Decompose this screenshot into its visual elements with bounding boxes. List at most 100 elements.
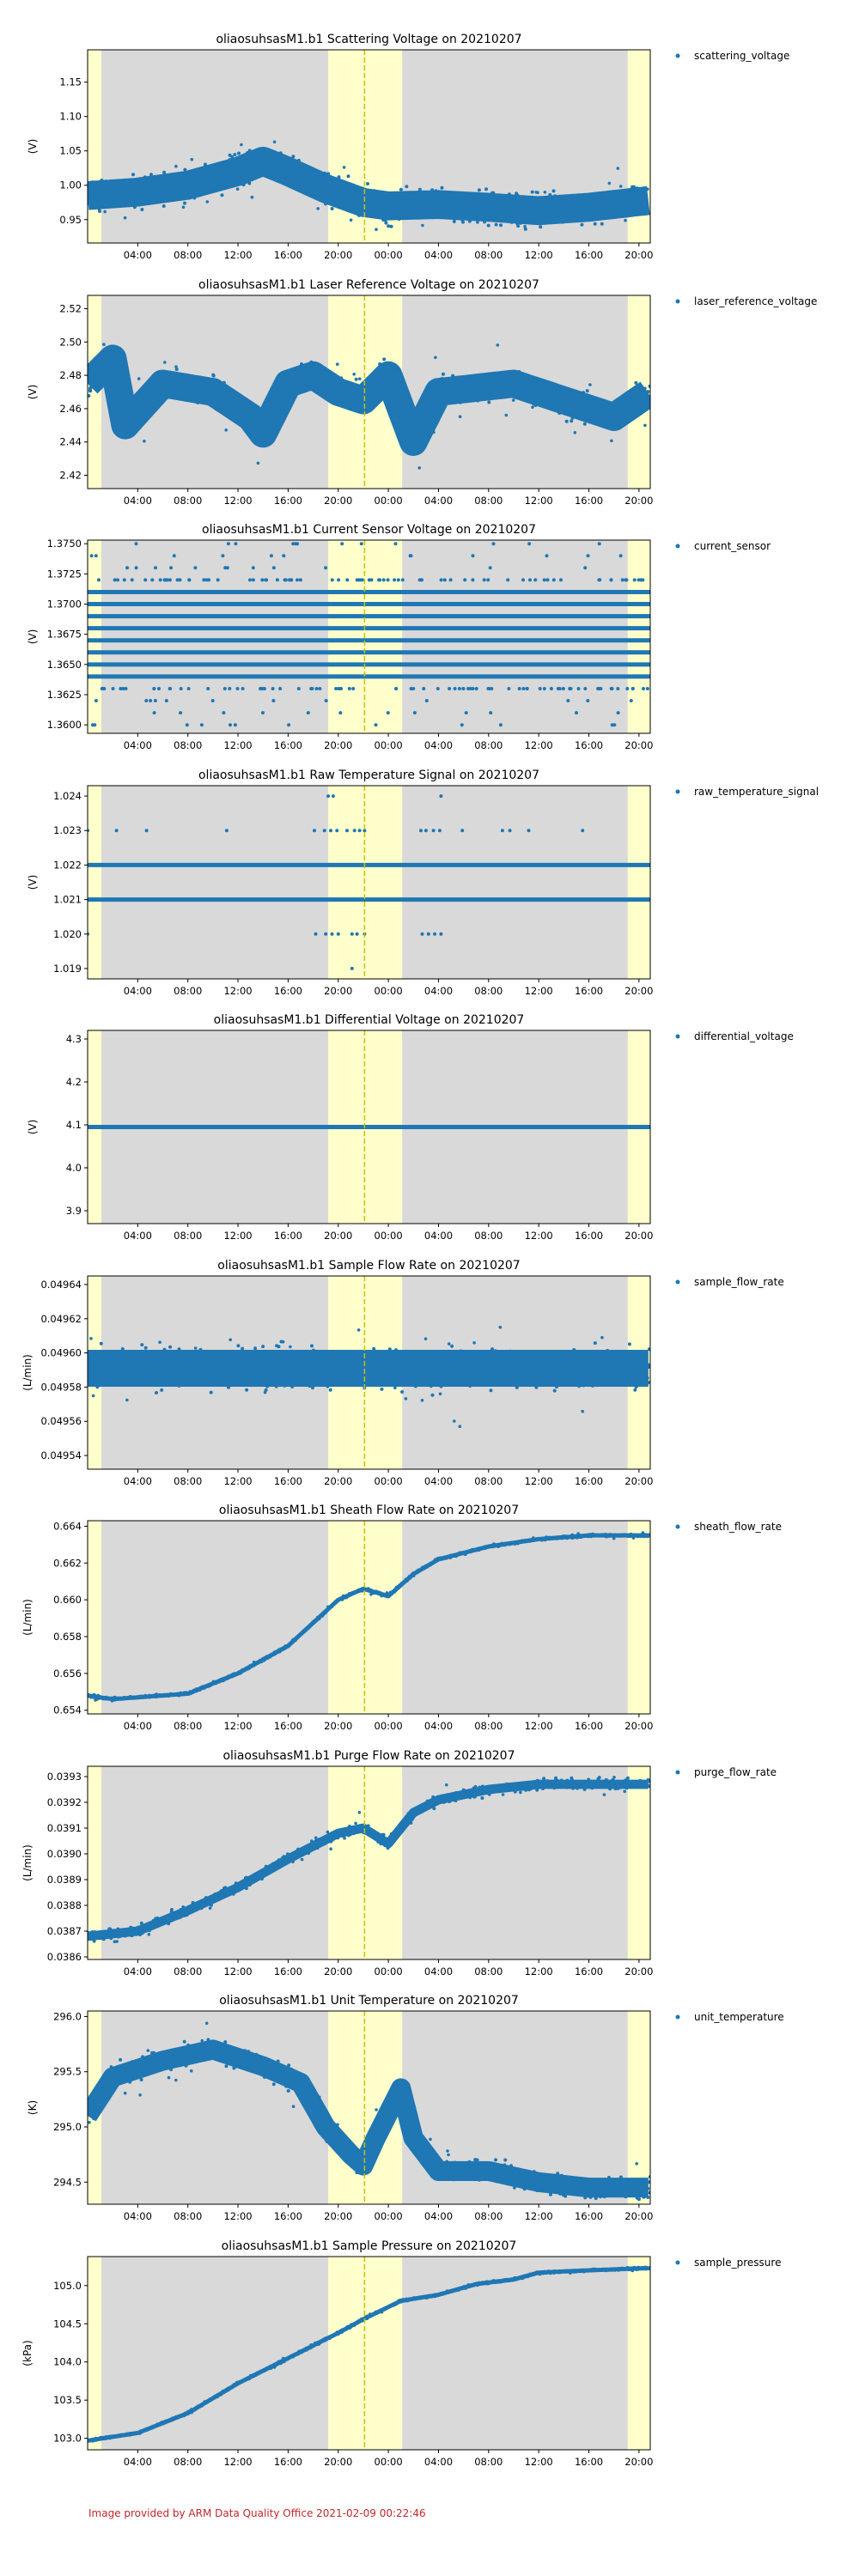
data-point <box>134 542 138 546</box>
data-point <box>533 578 538 582</box>
data-point <box>157 687 161 690</box>
data-point <box>491 542 496 546</box>
data-point <box>448 578 453 582</box>
data-point <box>172 554 176 558</box>
data-point <box>140 208 144 211</box>
data-point <box>648 384 650 388</box>
data-point <box>291 542 295 546</box>
data-point <box>585 388 589 392</box>
data-point <box>139 2078 143 2081</box>
data-point <box>158 1340 161 1344</box>
data-point <box>458 1424 462 1428</box>
chart-title: oliaosuhsasM1.b1 Sample Flow Rate on 202… <box>217 1259 520 1273</box>
data-point <box>466 687 470 690</box>
x-tick-label: 20:00 <box>324 1475 352 1487</box>
data-point <box>472 1340 476 1345</box>
legend-label: differential_voltage <box>694 1030 794 1042</box>
data-point <box>185 723 189 727</box>
x-tick-label: 20:00 <box>624 1965 653 1978</box>
x-tick-label: 20:00 <box>324 249 352 261</box>
plot-frame <box>87 539 651 734</box>
x-tick-label: 12:00 <box>223 249 252 261</box>
legend-marker <box>675 544 680 549</box>
data-point <box>633 1388 637 1392</box>
data-point <box>600 222 604 226</box>
data-point <box>400 578 405 582</box>
data-point <box>235 187 240 191</box>
data-point <box>384 221 388 225</box>
data-point <box>168 1345 173 1349</box>
data-point <box>498 723 503 727</box>
x-tick-label: 08:00 <box>174 1965 202 1978</box>
x-tick-label: 12:00 <box>223 1720 252 1732</box>
data-point <box>226 542 230 546</box>
data-series <box>88 140 650 231</box>
daylight-band <box>88 1765 102 1959</box>
data-point <box>551 189 556 193</box>
data-point <box>334 687 338 690</box>
data-point <box>490 687 494 690</box>
y-tick-label: 4.3 <box>66 1033 82 1045</box>
chart-panel: oliaosuhsasM1.b1 Unit Temperature on 202… <box>27 1994 784 2222</box>
x-tick-label: 08:00 <box>174 739 202 751</box>
data-point <box>294 542 298 546</box>
data-point <box>346 174 350 179</box>
x-tick-label: 16:00 <box>274 1720 302 1732</box>
data-point <box>377 578 381 582</box>
data-point <box>404 1396 408 1400</box>
y-tick-label: 1.05 <box>59 145 82 157</box>
y-tick-label: 0.0390 <box>47 1848 82 1860</box>
data-point <box>322 828 326 832</box>
data-point <box>488 566 492 570</box>
data-point <box>282 554 286 558</box>
data-point <box>471 578 475 582</box>
x-tick-label: 04:00 <box>424 985 453 997</box>
data-point <box>160 1388 164 1392</box>
data-point <box>149 173 153 177</box>
x-tick-label: 16:00 <box>274 249 302 261</box>
data-point <box>355 578 359 582</box>
y-tick-label: 0.660 <box>53 1594 82 1606</box>
data-point <box>507 687 511 690</box>
x-tick-label: 08:00 <box>474 739 503 751</box>
data-point <box>568 687 572 690</box>
x-tick-label: 08:00 <box>474 1230 503 1242</box>
data-point <box>417 465 422 470</box>
data-point <box>551 578 556 582</box>
data-point <box>330 578 334 582</box>
data-point <box>597 578 601 582</box>
data-point <box>374 723 378 727</box>
data-point <box>380 1387 384 1391</box>
data-point <box>261 1344 265 1348</box>
data-point <box>570 418 574 422</box>
data-point <box>489 1388 493 1392</box>
x-tick-label: 12:00 <box>525 1720 553 1732</box>
data-point <box>610 687 614 690</box>
data-point <box>486 223 490 228</box>
y-tick-label: 1.3750 <box>47 538 82 550</box>
data-point <box>489 711 493 715</box>
data-point <box>179 687 183 690</box>
x-tick-label: 16:00 <box>575 1965 603 1978</box>
data-point <box>516 224 521 228</box>
data-point <box>281 1340 285 1343</box>
data-point <box>174 367 179 371</box>
data-point <box>314 1836 318 1839</box>
data-point <box>386 711 390 715</box>
plot-frame <box>87 1030 651 1224</box>
data-point <box>528 578 532 582</box>
daylight-band <box>627 1765 650 1959</box>
x-tick-label: 12:00 <box>525 1230 553 1242</box>
data-point <box>261 711 265 715</box>
legend-marker <box>675 53 680 58</box>
data-point <box>277 1344 281 1348</box>
data-point <box>324 699 328 702</box>
data-point <box>531 404 534 409</box>
data-point <box>313 828 316 832</box>
data-point <box>233 723 237 727</box>
data-point <box>476 221 479 224</box>
data-point <box>599 687 603 690</box>
x-tick-label: 04:00 <box>124 1475 152 1487</box>
x-tick-label: 12:00 <box>223 1230 252 1242</box>
y-tick-label: 1.15 <box>59 76 82 88</box>
